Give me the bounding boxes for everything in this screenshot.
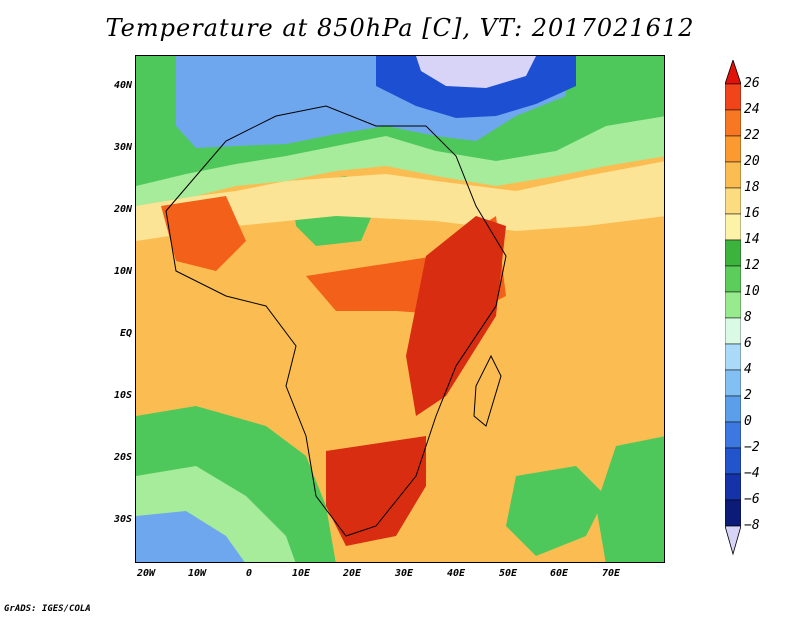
mid-latitude-pale-band (136, 161, 664, 241)
colorbar-swatch-10-12 (725, 265, 741, 293)
lon-tick-10e: 10E (291, 568, 311, 579)
colorbar-swatch-4-6 (725, 343, 741, 371)
lat-tick-10s: 10S (113, 390, 132, 401)
colorbar-swatch-20-22 (725, 135, 741, 163)
lon-tick-20w: 20W (136, 568, 156, 579)
grads-credit: GrADS: IGES/COLA (4, 604, 91, 614)
colorbar-swatch-m6-m4 (725, 473, 741, 501)
east-africa-hot-region (406, 216, 506, 416)
indian-ocean-green-region (506, 466, 606, 556)
colorbar-swatch-14-16 (725, 213, 741, 241)
colorbar-swatch-0-2 (725, 395, 741, 423)
lat-tick-40n: 40N (113, 80, 132, 91)
lon-tick-40e: 40E (446, 568, 466, 579)
colorbar-swatch-6-8 (725, 317, 741, 345)
below-minus-eight-region (416, 56, 536, 88)
southern-africa-hot-region (326, 436, 426, 546)
lon-tick-60e: 60E (549, 568, 569, 579)
west-africa-hot-region (161, 196, 246, 271)
map-title: Temperature at 850hPa [C], VT: 201702161… (105, 14, 695, 42)
colorbar-swatch-16-18 (725, 187, 741, 215)
temperature-map (135, 55, 665, 563)
lon-tick-20e: 20E (342, 568, 362, 579)
colorbar-label-16: 16 (744, 206, 760, 221)
colorbar-top-triangle (725, 60, 741, 85)
colorbar-label-m8: −8 (744, 518, 760, 533)
colorbar-bottom-triangle (725, 525, 741, 556)
colorbar-label-2: 2 (744, 388, 752, 403)
colorbar-swatch-m2-0 (725, 421, 741, 449)
colorbar-label-6: 6 (744, 336, 752, 351)
map-canvas (136, 56, 664, 562)
colorbar-label-20: 20 (744, 154, 760, 169)
colorbar-swatch-18-20 (725, 161, 741, 189)
lat-tick-30n: 30N (113, 142, 132, 153)
lat-tick-10n: 10N (113, 266, 132, 277)
colorbar-swatch-22-24 (725, 109, 741, 137)
colorbar-label-m6: −6 (744, 492, 760, 507)
lat-tick-20n: 20N (113, 204, 132, 215)
colorbar-label-10: 10 (744, 284, 760, 299)
colorbar-swatch-m4-m2 (725, 447, 741, 475)
colorbar-label-m2: −2 (744, 440, 760, 455)
africa-coastline (165, 105, 507, 537)
colorbar (725, 60, 741, 556)
lat-tick-30s: 30S (113, 514, 132, 525)
colorbar-label-m4: −4 (744, 466, 760, 481)
lon-tick-30e: 30E (394, 568, 414, 579)
colorbar-label-8: 8 (744, 310, 752, 325)
colorbar-label-22: 22 (744, 128, 760, 143)
south-atlantic-blue-region (136, 511, 245, 562)
lon-tick-10w: 10W (187, 568, 207, 579)
colorbar-label-26: 26 (744, 76, 760, 91)
east-indian-ocean-green (596, 436, 664, 562)
lon-tick-70e: 70E (601, 568, 621, 579)
lat-tick-20s: 20S (113, 452, 132, 463)
colorbar-label-24: 24 (744, 102, 760, 117)
colorbar-label-0: 0 (744, 414, 752, 429)
colorbar-swatch-m8-m6 (725, 499, 741, 527)
colorbar-label-18: 18 (744, 180, 760, 195)
colorbar-label-14: 14 (744, 232, 760, 247)
colorbar-swatch-2-4 (725, 369, 741, 397)
colorbar-label-12: 12 (744, 258, 760, 273)
lon-tick-50e: 50E (498, 568, 518, 579)
colorbar-swatch-8-10 (725, 291, 741, 319)
madagascar-coastline (473, 354, 502, 427)
colorbar-swatch-24-26 (725, 83, 741, 111)
lat-tick-eq: EQ (119, 328, 132, 339)
colorbar-swatch-12-14 (725, 239, 741, 267)
lon-tick-0: 0 (245, 568, 253, 579)
colorbar-label-4: 4 (744, 362, 752, 377)
